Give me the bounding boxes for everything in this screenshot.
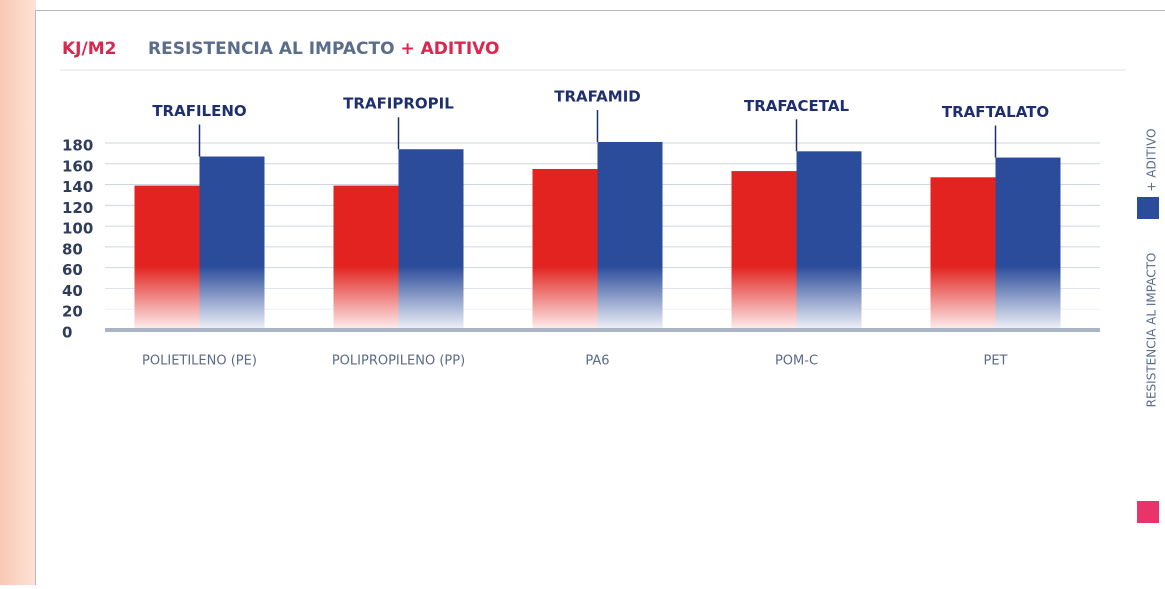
chart-title: RESISTENCIA AL IMPACTO + ADITIVO xyxy=(148,39,499,59)
x-tick-label: POLIPROPILENO (PP) xyxy=(332,354,465,369)
x-tick-label: POLIETILENO (PE) xyxy=(142,354,257,369)
x-tick-label: PET xyxy=(984,354,1008,369)
x-tick-label: PA6 xyxy=(585,354,609,369)
annotation: TRAFAMID xyxy=(554,87,640,105)
legend-label: RESISTENCIA AL IMPACTO xyxy=(1145,253,1159,408)
y-axis-label: KJ/M2 xyxy=(62,39,116,59)
legend-swatch xyxy=(1137,501,1159,523)
y-tick-label: 100 xyxy=(62,220,93,238)
title-part: RESISTENCIA AL IMPACTO xyxy=(148,39,395,59)
y-tick-label: 60 xyxy=(62,261,83,279)
y-tick-label: 20 xyxy=(62,303,83,321)
bar-fade xyxy=(105,266,1100,331)
legend-swatch xyxy=(1137,197,1159,219)
y-tick-label: 0 xyxy=(62,324,72,342)
title-part: + ADITIVO xyxy=(400,39,499,59)
y-tick-label: 40 xyxy=(62,282,83,300)
y-tick-label: 160 xyxy=(62,157,93,175)
x-tick-label: POM-C xyxy=(775,354,818,369)
annotation: TRAFIPROPIL xyxy=(343,95,454,113)
annotation: TRAFILENO xyxy=(152,102,246,120)
y-tick-label: 120 xyxy=(62,199,93,217)
annotation: TRAFTALATO xyxy=(942,103,1049,121)
legend-label: + ADITIVO xyxy=(1145,128,1159,191)
side-strip xyxy=(0,0,36,585)
y-tick-label: 140 xyxy=(62,178,93,196)
y-tick-label: 180 xyxy=(62,137,93,155)
annotation: TRAFACETAL xyxy=(744,97,849,115)
y-tick-label: 80 xyxy=(62,240,83,258)
